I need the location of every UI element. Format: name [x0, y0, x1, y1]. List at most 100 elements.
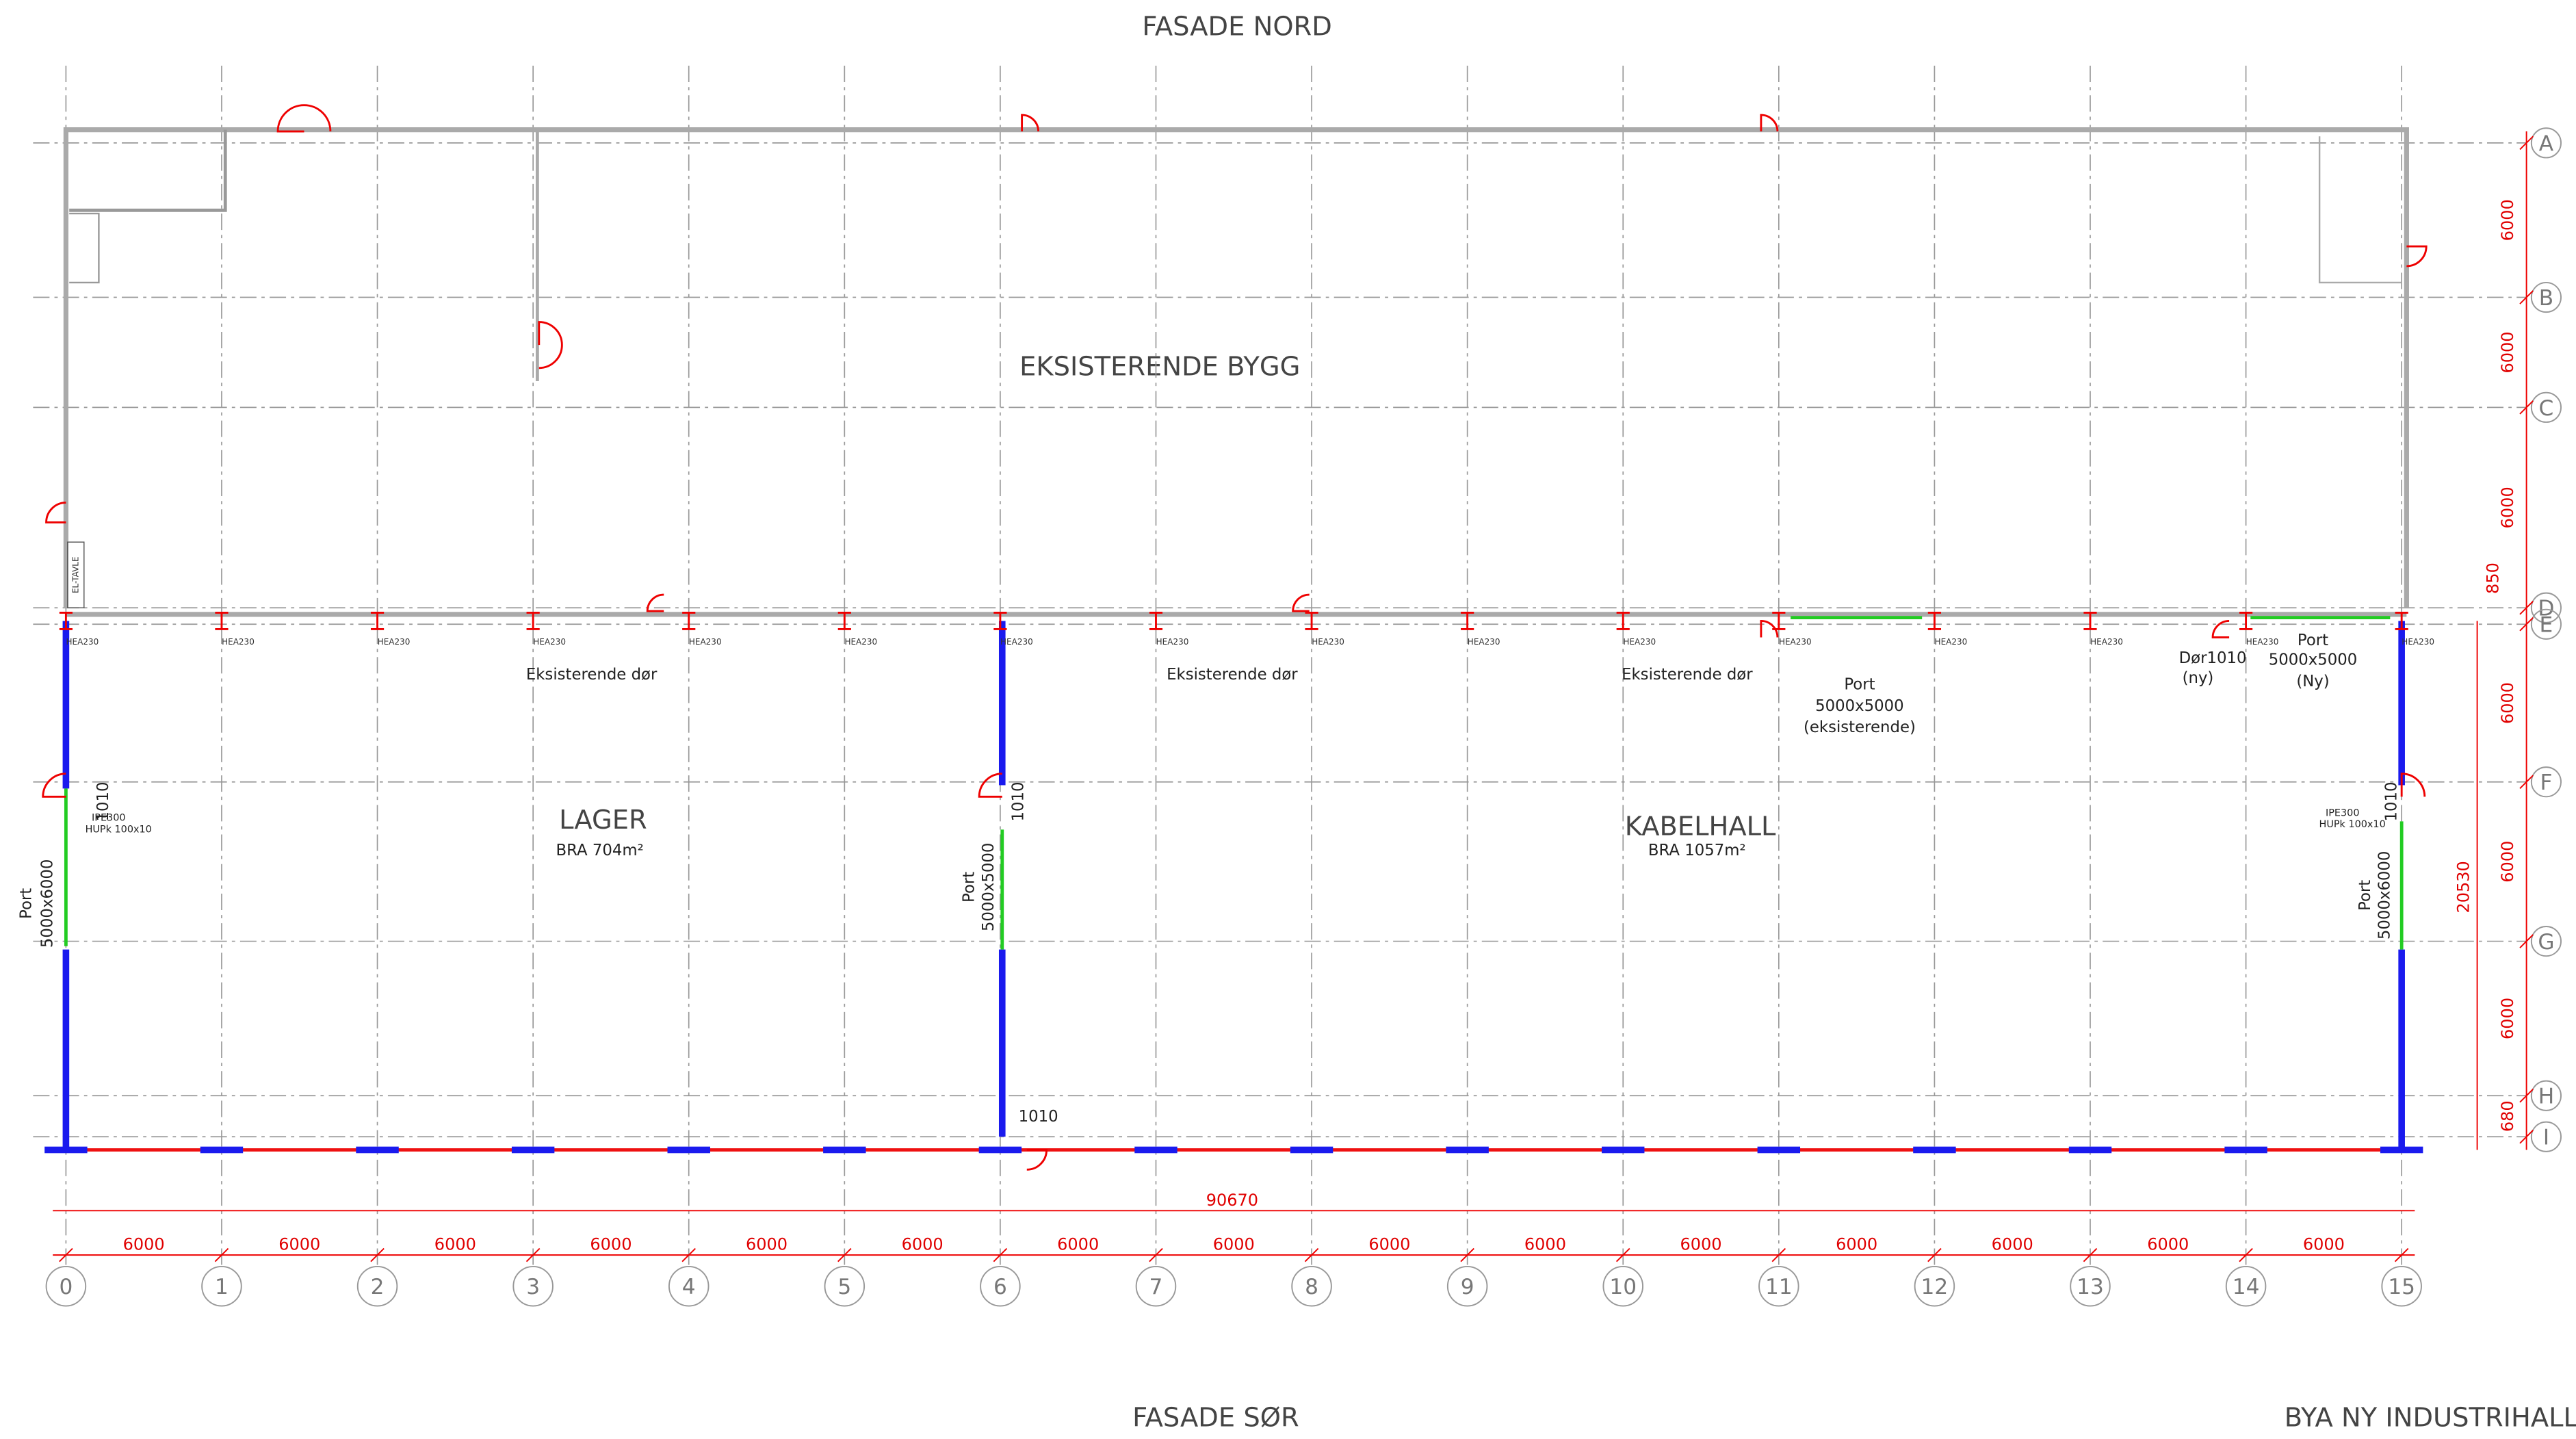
column	[1461, 612, 1474, 630]
dimension: 6000	[746, 1235, 788, 1254]
room-name: EKSISTERENDE BYGG	[1019, 351, 1300, 382]
dimension: 6000	[1524, 1235, 1566, 1254]
grid-label: 8	[1305, 1275, 1318, 1299]
grid-bubble	[1135, 1265, 1177, 1307]
grid-label: 2	[371, 1275, 385, 1299]
column-profile: HEA230	[1779, 637, 1812, 647]
column-profile: HEA230	[2402, 637, 2434, 647]
grid-label: G	[2538, 930, 2554, 955]
grid-bubble	[2530, 1080, 2562, 1111]
column-plate	[2068, 1146, 2112, 1154]
annotation: Port	[17, 888, 35, 919]
dimension: 6000	[2303, 1235, 2345, 1254]
grid-bubble	[2530, 592, 2562, 623]
door	[1760, 620, 1779, 638]
annotation: Eksisterende dør	[1622, 666, 1753, 684]
annotation: 5000x5000	[980, 843, 998, 932]
grid-label: H	[2538, 1085, 2554, 1109]
grid-label: 4	[682, 1275, 696, 1299]
grid-bubble	[201, 1265, 242, 1307]
dimension-tick	[2519, 400, 2534, 415]
annotation: Eksisterende dør	[526, 666, 658, 684]
annotation: 5000x5000	[1815, 697, 1904, 715]
dimension: 6000	[2498, 682, 2517, 724]
column-plate	[1602, 1146, 1645, 1154]
grid-bubble	[2530, 281, 2562, 313]
tech-room	[2318, 136, 2402, 284]
column-profile: HEA230	[2246, 637, 2279, 647]
dimension: 20530	[2454, 861, 2473, 913]
door	[1026, 1149, 1048, 1171]
column	[59, 612, 73, 630]
dimension: 6000	[1680, 1235, 1721, 1254]
column-plate	[511, 1146, 555, 1154]
column	[2395, 612, 2408, 630]
grid-label: 11	[1765, 1275, 1793, 1299]
column-plate	[1134, 1146, 1178, 1154]
grid-bubble	[2530, 391, 2562, 423]
column-profile: HEA230	[844, 637, 877, 647]
dimension: 6000	[2147, 1235, 2189, 1254]
grid-bubble	[2530, 127, 2562, 159]
column	[993, 612, 1007, 630]
grid-bubble	[1602, 1265, 1644, 1307]
dimension: 6000	[2498, 331, 2517, 373]
project-title: BYA NY INDUSTRIHALL	[2285, 1403, 2576, 1434]
column	[682, 612, 696, 630]
column-profile: HEA230	[1156, 637, 1189, 647]
grid-label: C	[2539, 396, 2554, 421]
door	[978, 773, 1002, 798]
column	[1149, 612, 1163, 630]
column-profile: HEA230	[1623, 637, 1656, 647]
annotation: Port	[1844, 676, 1875, 694]
grid-label: D	[2538, 597, 2554, 621]
annotation: (Ny)	[2296, 673, 2329, 690]
dimension-tick	[2519, 617, 2534, 632]
grid-bubble	[668, 1265, 710, 1307]
grid-label: B	[2539, 286, 2553, 311]
column-plate	[978, 1146, 1022, 1154]
grid-bubble	[1758, 1265, 1799, 1307]
column-plate	[823, 1146, 866, 1154]
column-plate	[667, 1146, 710, 1154]
grid-bubble	[980, 1265, 1021, 1307]
dimension-tick	[2239, 1247, 2253, 1262]
existing-wall	[63, 127, 2409, 608]
stairs	[69, 212, 100, 284]
column-plate	[2224, 1146, 2267, 1154]
grid-bubble	[2530, 766, 2562, 798]
column-profile: HEA230	[533, 637, 566, 647]
annotation: 5000x5000	[2269, 651, 2358, 669]
annotation: 5000x6000	[2376, 851, 2394, 940]
grid-bubble	[2381, 1265, 2422, 1307]
grid-bubble	[45, 1265, 87, 1307]
dimension: 680	[2498, 1100, 2517, 1132]
column-plate	[2380, 1146, 2423, 1154]
annotation: IPE300	[2326, 807, 2359, 818]
dimension-tick	[993, 1247, 1008, 1262]
grid-label: 13	[2077, 1275, 2104, 1299]
column-plate	[1913, 1146, 1956, 1154]
south-title: FASADE SØR	[1132, 1403, 1299, 1434]
grid-bubble	[2530, 608, 2562, 640]
column	[1616, 612, 1630, 630]
dimension-tick	[2083, 1247, 2098, 1262]
column-profile: HEA230	[689, 637, 722, 647]
dimension-tick	[1615, 1247, 1630, 1262]
annotation: Port	[2298, 632, 2328, 649]
grid-bubble	[2070, 1265, 2111, 1307]
column	[215, 612, 229, 630]
grid-bubble	[1914, 1265, 1955, 1307]
column	[1927, 612, 1942, 630]
door	[538, 321, 563, 370]
dimension: 6000	[2498, 199, 2517, 241]
dimension: 6000	[590, 1235, 632, 1254]
door	[1760, 114, 1779, 132]
dimension: 850	[2484, 562, 2503, 594]
room-area: BRA 1057m²	[1648, 842, 1746, 859]
grid-label: I	[2543, 1126, 2549, 1150]
door	[2211, 620, 2230, 638]
room-name: KABELHALL	[1625, 811, 1776, 842]
